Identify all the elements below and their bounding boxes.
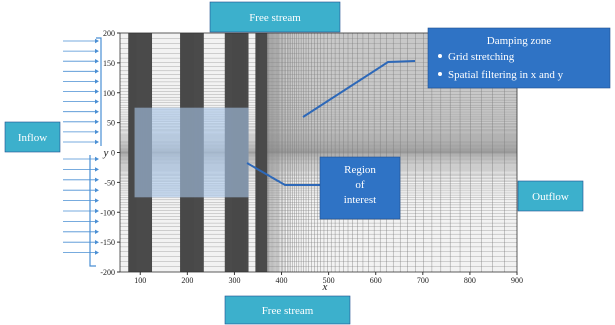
x-tick-label: 700 — [417, 276, 429, 285]
arrow-head — [95, 99, 99, 104]
arrow-head — [95, 109, 99, 114]
y-tick-label: -200 — [100, 268, 115, 277]
damping-box — [427, 27, 611, 89]
x-tick-label: 300 — [228, 276, 240, 285]
region-connector — [246, 162, 320, 186]
stripe — [255, 33, 268, 272]
x-tick-label: 100 — [134, 276, 146, 285]
arrow-head — [95, 229, 99, 234]
inflow-box — [4, 121, 61, 153]
arrow-head — [95, 156, 99, 162]
bullet — [438, 72, 442, 76]
y-tick-label: 0 — [111, 149, 115, 158]
arrow-head — [95, 59, 99, 64]
x-tick-label: 600 — [370, 276, 382, 285]
arrow-head — [95, 38, 99, 44]
arrow-head — [95, 119, 99, 124]
arrow-head — [95, 250, 99, 255]
region-box-text: of — [355, 179, 365, 191]
damping-connector — [302, 60, 416, 118]
x-axis-label: x — [322, 281, 328, 293]
free-stream-top-text: Free stream — [249, 12, 301, 24]
bracket — [89, 37, 102, 267]
arrow-head — [95, 198, 99, 203]
y-tick-label: -150 — [100, 238, 115, 247]
arrow-head — [95, 208, 99, 214]
outflow-box — [517, 180, 584, 212]
y-tick-label: 200 — [103, 29, 115, 38]
arrow-head — [95, 89, 99, 94]
y-axis-label: y — [103, 147, 109, 159]
damping-title: Damping zone — [487, 35, 552, 47]
inflow-box-text: Inflow — [18, 132, 47, 144]
arrow-head — [95, 219, 99, 224]
x-tick-label: 800 — [464, 276, 476, 285]
free-stream-bottom — [224, 295, 351, 325]
bullet — [438, 54, 442, 58]
damping-item: Grid stretching — [448, 51, 515, 63]
free-stream-bottom-text: Free stream — [262, 305, 314, 317]
arrow-head — [95, 79, 99, 84]
arrow-head — [95, 69, 99, 74]
y-tick-label: 100 — [103, 89, 115, 98]
arrow-head — [95, 48, 99, 54]
region-of-interest-area — [134, 107, 249, 198]
free-stream-top — [209, 1, 341, 33]
x-tick-label: 900 — [511, 276, 523, 285]
region-box-text: interest — [344, 194, 376, 206]
y-tick-label: 150 — [103, 59, 115, 68]
x-tick-label: 500 — [323, 276, 335, 285]
y-tick-label: -50 — [104, 178, 115, 187]
arrow-head — [95, 129, 99, 135]
arrow-head — [95, 177, 99, 182]
y-tick-label: 50 — [107, 119, 115, 128]
region-box-text: Region — [344, 164, 376, 176]
outflow-box-text: Outflow — [532, 191, 569, 203]
y-tick-label: -100 — [100, 208, 115, 217]
x-tick-label: 400 — [276, 276, 288, 285]
x-tick-label: 200 — [181, 276, 193, 285]
region-box — [319, 156, 401, 220]
arrow-head — [95, 188, 99, 193]
arrow-head — [95, 240, 99, 245]
damping-item: Spatial filtering in x and y — [448, 69, 564, 81]
arrow-head — [95, 167, 99, 172]
arrow-head — [95, 139, 99, 145]
